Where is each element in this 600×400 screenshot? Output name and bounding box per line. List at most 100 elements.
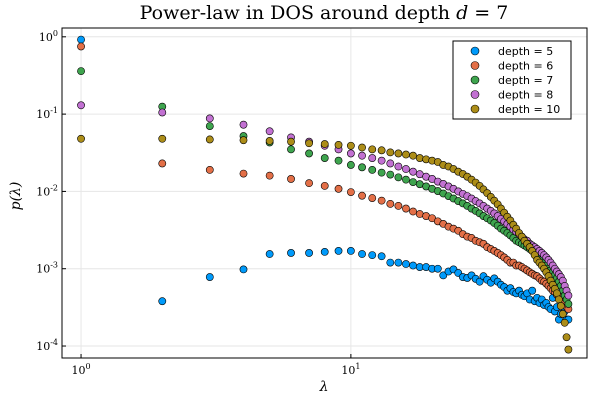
data-point <box>205 135 214 144</box>
data-point <box>320 140 329 148</box>
y-tick-base: 10 <box>39 31 53 44</box>
data-point <box>409 261 417 270</box>
y-tick-label: 10-4 <box>36 338 58 353</box>
data-point <box>239 120 248 129</box>
series-5 <box>77 134 573 354</box>
data-point <box>528 286 537 295</box>
y-tick-label: 10-2 <box>36 183 58 198</box>
data-point <box>386 170 395 179</box>
data-point <box>358 191 366 200</box>
data-point <box>77 134 85 143</box>
data-point <box>562 333 571 342</box>
data-point <box>556 302 565 310</box>
data-point <box>409 207 417 216</box>
data-point <box>239 136 248 145</box>
y-tick-exponent: 0 <box>53 29 58 38</box>
data-point <box>564 291 573 300</box>
data-point <box>305 139 313 148</box>
y-tick-label: 10-3 <box>36 261 58 276</box>
data-point <box>415 154 424 162</box>
data-point <box>158 159 167 168</box>
legend-label: depth = 6 <box>498 60 553 73</box>
data-point <box>377 252 386 261</box>
data-point <box>377 156 386 165</box>
data-point <box>77 101 85 110</box>
data-point <box>433 264 442 273</box>
grid-lines <box>62 28 587 358</box>
data-point <box>205 165 214 174</box>
x-tick-label: 101 <box>341 362 360 377</box>
data-point <box>475 277 484 286</box>
data-point <box>77 67 85 76</box>
x-axis-label: λ <box>319 379 329 395</box>
data-point <box>287 145 295 154</box>
data-point <box>368 194 377 202</box>
data-point <box>205 122 214 130</box>
data-point <box>320 248 329 256</box>
chart-title: Power-law in DOS around depth d = 7 <box>140 2 509 24</box>
data-point <box>558 310 567 318</box>
data-point <box>368 154 377 162</box>
data-point <box>158 108 167 117</box>
data-point <box>394 162 403 171</box>
data-point <box>305 149 313 158</box>
data-point <box>287 249 295 257</box>
data-point <box>265 250 274 258</box>
x-tick-base: 10 <box>341 364 355 377</box>
data-point <box>205 114 214 123</box>
data-point <box>334 140 343 149</box>
data-point <box>439 271 448 280</box>
legend-marker <box>470 90 480 99</box>
data-point <box>386 148 395 157</box>
data-point <box>386 199 395 208</box>
y-tick-exponent: -1 <box>50 106 58 115</box>
data-point <box>334 184 343 193</box>
data-point <box>158 134 167 143</box>
data-point <box>346 161 355 169</box>
data-point <box>346 149 355 158</box>
y-tick-label: 10-1 <box>36 106 58 121</box>
y-tick-base: 10 <box>36 185 50 198</box>
data-point <box>402 204 410 213</box>
data-point <box>239 265 248 274</box>
series-1 <box>77 35 573 324</box>
data-point <box>377 168 386 177</box>
y-tick-base: 10 <box>36 263 50 276</box>
data-point <box>77 42 85 51</box>
y-tick-exponent: -2 <box>50 183 58 192</box>
data-point <box>305 249 313 257</box>
data-point <box>358 151 366 160</box>
data-point <box>265 127 274 136</box>
data-point <box>564 300 573 308</box>
x-tick-labels: 100 101 <box>71 362 360 377</box>
data-point <box>334 156 343 165</box>
data-point <box>320 181 329 190</box>
data-point <box>368 251 377 260</box>
legend-marker <box>470 75 480 85</box>
data-point <box>377 146 386 155</box>
legend-marker <box>470 104 480 114</box>
data-point <box>402 150 410 159</box>
data-point <box>77 35 85 44</box>
data-point <box>409 178 417 186</box>
data-point <box>346 141 355 150</box>
data-point <box>368 145 377 154</box>
x-tick-label: 100 <box>71 362 90 377</box>
data-point <box>394 258 403 267</box>
legend-label: depth = 8 <box>498 89 553 102</box>
data-point <box>158 297 167 306</box>
data-point <box>386 258 395 267</box>
legend-label: depth = 7 <box>498 74 553 87</box>
data-point <box>554 295 563 304</box>
data-point <box>346 247 355 255</box>
data-point <box>402 165 410 173</box>
x-tick-exponent: 0 <box>85 362 90 371</box>
y-tick-exponent: -3 <box>50 261 58 270</box>
x-tick-exponent: 1 <box>355 362 360 371</box>
x-tick-base: 10 <box>71 364 85 377</box>
legend-marker <box>470 46 480 56</box>
data-point <box>320 154 329 162</box>
y-tick-label: 100 <box>39 29 58 44</box>
